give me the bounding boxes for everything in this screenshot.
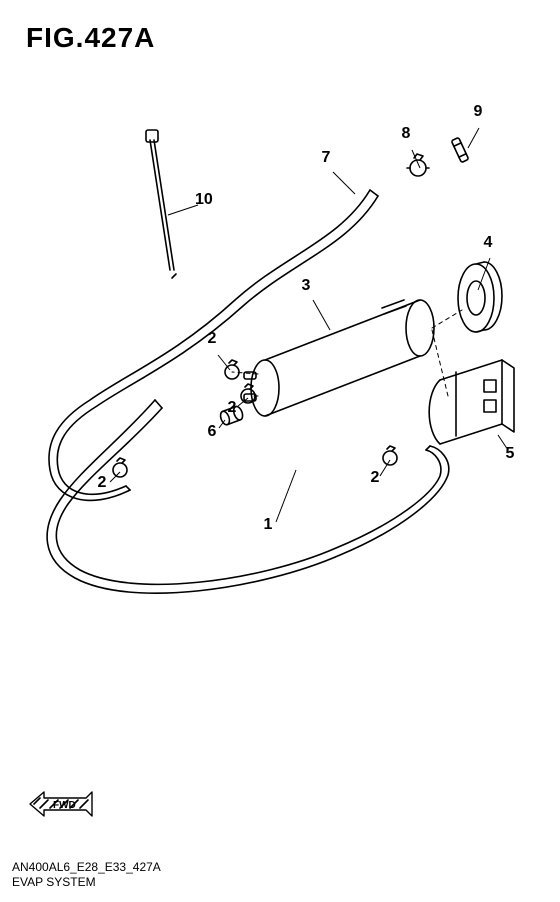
part-clamp-8 xyxy=(407,154,429,176)
part-clamp-2c xyxy=(383,446,397,465)
part-clamp-2d xyxy=(113,458,127,477)
part-endcap-4 xyxy=(458,262,502,332)
part-clamp-2a xyxy=(225,360,239,379)
callout-5: 5 xyxy=(503,445,517,463)
callout-8: 8 xyxy=(399,125,413,143)
fwd-arrow-icon: FWD xyxy=(30,792,92,816)
svg-text:FWD: FWD xyxy=(53,800,76,811)
part-canister-3 xyxy=(244,300,434,416)
footer-model-code: AN400AL6_E28_E33_427A xyxy=(12,860,161,874)
part-cable-tie xyxy=(146,130,176,278)
part-hose-1 xyxy=(47,400,449,593)
callout-2: 2 xyxy=(368,469,382,487)
callout-6: 6 xyxy=(205,423,219,441)
exploded-diagram: FWD xyxy=(0,0,560,902)
callout-9: 9 xyxy=(471,103,485,121)
callout-2: 2 xyxy=(95,474,109,492)
callout-4: 4 xyxy=(481,234,495,252)
callout-1: 1 xyxy=(261,516,275,534)
callout-2: 2 xyxy=(205,330,219,348)
callout-7: 7 xyxy=(319,149,333,167)
part-connector-9 xyxy=(451,137,468,162)
callout-10: 10 xyxy=(195,191,213,209)
callout-3: 3 xyxy=(299,277,313,295)
callout-2: 2 xyxy=(225,399,239,417)
footer-system-name: EVAP SYSTEM xyxy=(12,875,96,889)
figure-container: FIG.427A xyxy=(0,0,560,902)
